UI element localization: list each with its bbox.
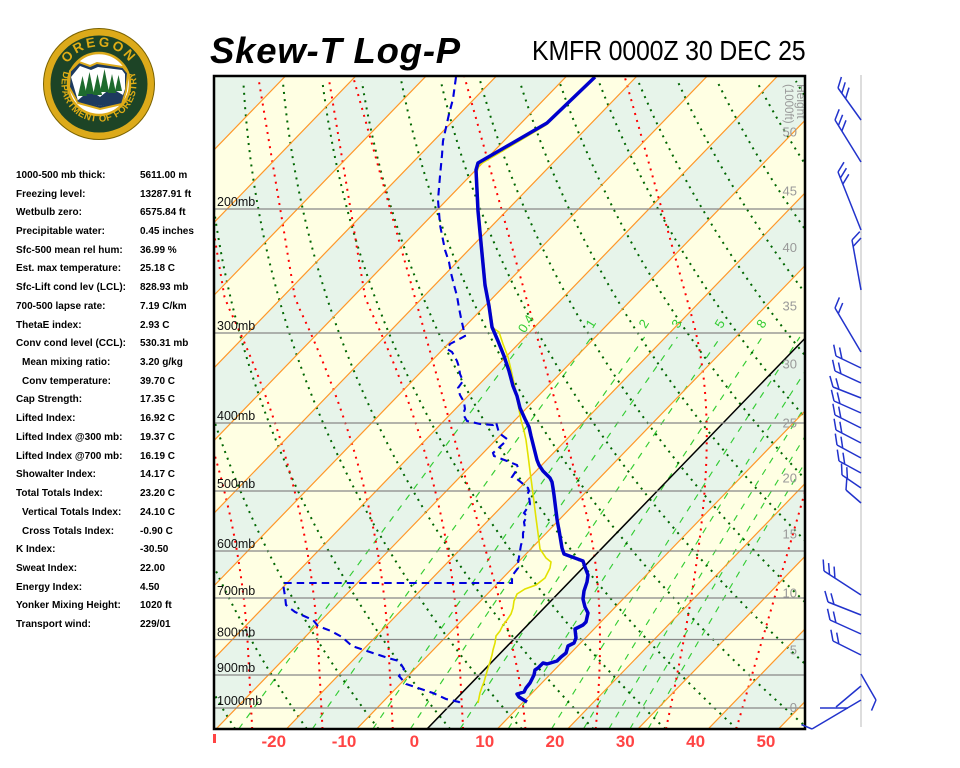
- svg-text:30: 30: [616, 732, 635, 751]
- svg-text:500mb: 500mb: [217, 477, 255, 491]
- svg-text:15: 15: [783, 527, 797, 542]
- svg-text:25: 25: [783, 416, 797, 431]
- svg-text:50: 50: [756, 732, 775, 751]
- svg-text:40: 40: [686, 732, 705, 751]
- svg-text:20: 20: [546, 732, 565, 751]
- svg-text:40: 40: [783, 240, 797, 255]
- svg-text:800mb: 800mb: [217, 626, 255, 640]
- svg-text:-20: -20: [262, 732, 287, 751]
- svg-text:10: 10: [783, 586, 797, 601]
- svg-text:50: 50: [783, 125, 797, 140]
- svg-text:35: 35: [783, 299, 797, 314]
- svg-text:600mb: 600mb: [217, 537, 255, 551]
- svg-text:200mb: 200mb: [217, 195, 255, 209]
- svg-text:700mb: 700mb: [217, 584, 255, 598]
- svg-text:-10: -10: [332, 732, 357, 751]
- svg-text:300mb: 300mb: [217, 319, 255, 333]
- svg-text:0: 0: [410, 732, 419, 751]
- svg-text:45: 45: [783, 184, 797, 199]
- svg-text:5: 5: [790, 643, 797, 658]
- svg-text:0: 0: [790, 700, 797, 715]
- svg-text:(1000ft): (1000ft): [782, 84, 794, 124]
- svg-text:10: 10: [475, 732, 494, 751]
- svg-text:900mb: 900mb: [217, 661, 255, 675]
- svg-text:30: 30: [783, 357, 797, 372]
- svg-text:400mb: 400mb: [217, 409, 255, 423]
- svg-text:20: 20: [783, 471, 797, 486]
- svg-text:1000mb: 1000mb: [217, 694, 262, 708]
